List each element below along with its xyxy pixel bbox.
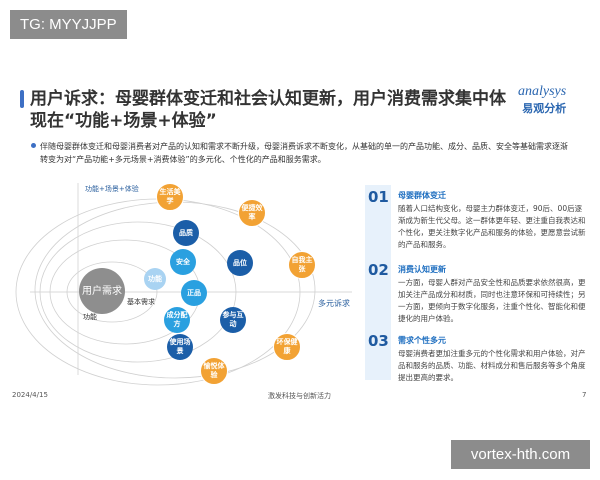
point-number: 01 (368, 188, 389, 206)
logo: analysys 易观分析 (518, 84, 566, 116)
point-text: 母婴消费者更加注重多元的个性化需求和用户体验，对产品和服务的品质、功能、材料成分… (398, 349, 586, 382)
ring-label-function: 功能 (83, 313, 97, 321)
point-title: 消费认知更新 (398, 265, 446, 274)
point-title: 需求个性多元 (398, 336, 446, 345)
bullet-dot (31, 143, 36, 148)
node-orange: 生活美学 (156, 183, 184, 211)
node-light: 正品 (181, 280, 207, 306)
node-light: 成分配方 (164, 307, 190, 333)
watermark-top: TG: MYYJJPP (10, 10, 127, 39)
page-number: 7 (582, 391, 587, 399)
logo-en: analysys (518, 84, 567, 99)
node-orange: 便捷效率 (238, 199, 266, 227)
number-strip (365, 185, 391, 380)
center-circle: 用户需求 (79, 268, 125, 314)
node-orange: 环保健康 (273, 333, 301, 361)
node-dark: 参与互动 (220, 307, 246, 333)
ring-label-basic: 基本需求 (127, 298, 155, 306)
point-title: 母婴群体变迁 (398, 191, 446, 200)
node-orange: 自我主张 (288, 251, 316, 279)
node-light: 安全 (170, 249, 196, 275)
summary-text: 伴随母婴群体变迁和母婴消费者对产品的认知和需求不断升级，母婴消费诉求不断变化，从… (40, 142, 568, 164)
x-axis-label: 多元诉求 (318, 299, 350, 308)
ring-1 (66, 261, 158, 323)
point-text: 一方面，母婴人群对产品安全性和品质要求依然很高，更加关注产品成分和材质，同时也注… (398, 278, 586, 323)
watermark-bottom: vortex-hth.com (451, 440, 590, 469)
point-number: 02 (368, 261, 389, 279)
node-dark: 品质 (173, 220, 199, 246)
node-dark: 使用场景 (167, 334, 193, 360)
y-axis-label: 功能+场景+体验 (85, 185, 139, 193)
point-text: 随着人口结构变化，母婴主力群体变迁，90后、00后逐渐成为新生代父母。这一群体更… (398, 204, 586, 249)
footer-slogan: 激发科技与创新活力 (268, 392, 331, 400)
node-orange: 愉悦体验 (200, 357, 228, 385)
point-number: 03 (368, 332, 389, 350)
logo-cn: 易观分析 (522, 102, 567, 115)
node-inner: 功能 (144, 268, 166, 290)
node-dark: 品位 (227, 250, 253, 276)
ring-3 (39, 221, 237, 363)
title-accent-bar (20, 90, 24, 108)
footer-date: 2024/4/15 (12, 391, 48, 399)
page-title: 用户诉求：母婴群体变迁和社会认知更新，用户消费需求集中体现在“功能+场景+体验” (30, 89, 506, 131)
